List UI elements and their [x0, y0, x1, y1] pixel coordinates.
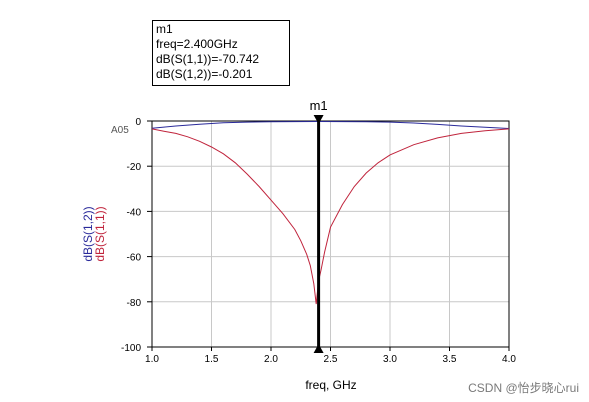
x-axis-label: freq, GHz: [305, 378, 356, 392]
x-tick-labels: 1.0 1.5 2.0 2.5 3.0 3.5 4.0: [145, 347, 516, 365]
y-axis-label-s11: dB(S(1,1)): [93, 206, 107, 261]
x-tick-label: 2.5: [324, 354, 338, 365]
x-tick-label: 3.5: [443, 354, 457, 365]
x-tick-label: 3.0: [383, 354, 397, 365]
marker-m1[interactable]: m1: [310, 98, 328, 353]
marker-label: m1: [310, 98, 328, 113]
marker-top-triangle-icon[interactable]: [313, 115, 324, 124]
marker-freq: freq=2.400GHz: [156, 37, 238, 51]
series-line-s11: [151, 128, 510, 305]
series-lines: [151, 120, 510, 305]
x-tick-label: 1.0: [145, 354, 159, 365]
y-axis-label-s12: dB(S(1,2)): [81, 206, 95, 261]
marker-name: m1: [156, 22, 173, 36]
corner-label: A05: [111, 125, 129, 136]
y-tick-labels: 0 -20 -40 -60 -80 -100: [121, 117, 152, 354]
y-tick-label: -20: [127, 162, 142, 173]
marker-s11-value: dB(S(1,1))=-70.742: [156, 52, 260, 66]
y-tick-label: -100: [121, 343, 141, 354]
x-tick-label: 1.5: [205, 354, 219, 365]
marker-s12-value: dB(S(1,2))=-0.201: [156, 67, 253, 81]
x-tick-label: 4.0: [502, 354, 516, 365]
x-tick-label: 2.0: [264, 354, 278, 365]
y-tick-label: 0: [135, 117, 141, 128]
y-tick-label: -60: [127, 253, 142, 264]
series-line-s12: [151, 120, 510, 129]
marker-readout-box[interactable]: m1 freq=2.400GHz dB(S(1,1))=-70.742 dB(S…: [152, 20, 290, 86]
marker-bottom-triangle-icon[interactable]: [313, 344, 324, 353]
y-tick-label: -40: [127, 207, 142, 218]
y-tick-label: -80: [127, 298, 142, 309]
grid-lines: [151, 120, 510, 348]
watermark: CSDN @怡步晓心rui: [468, 381, 579, 395]
